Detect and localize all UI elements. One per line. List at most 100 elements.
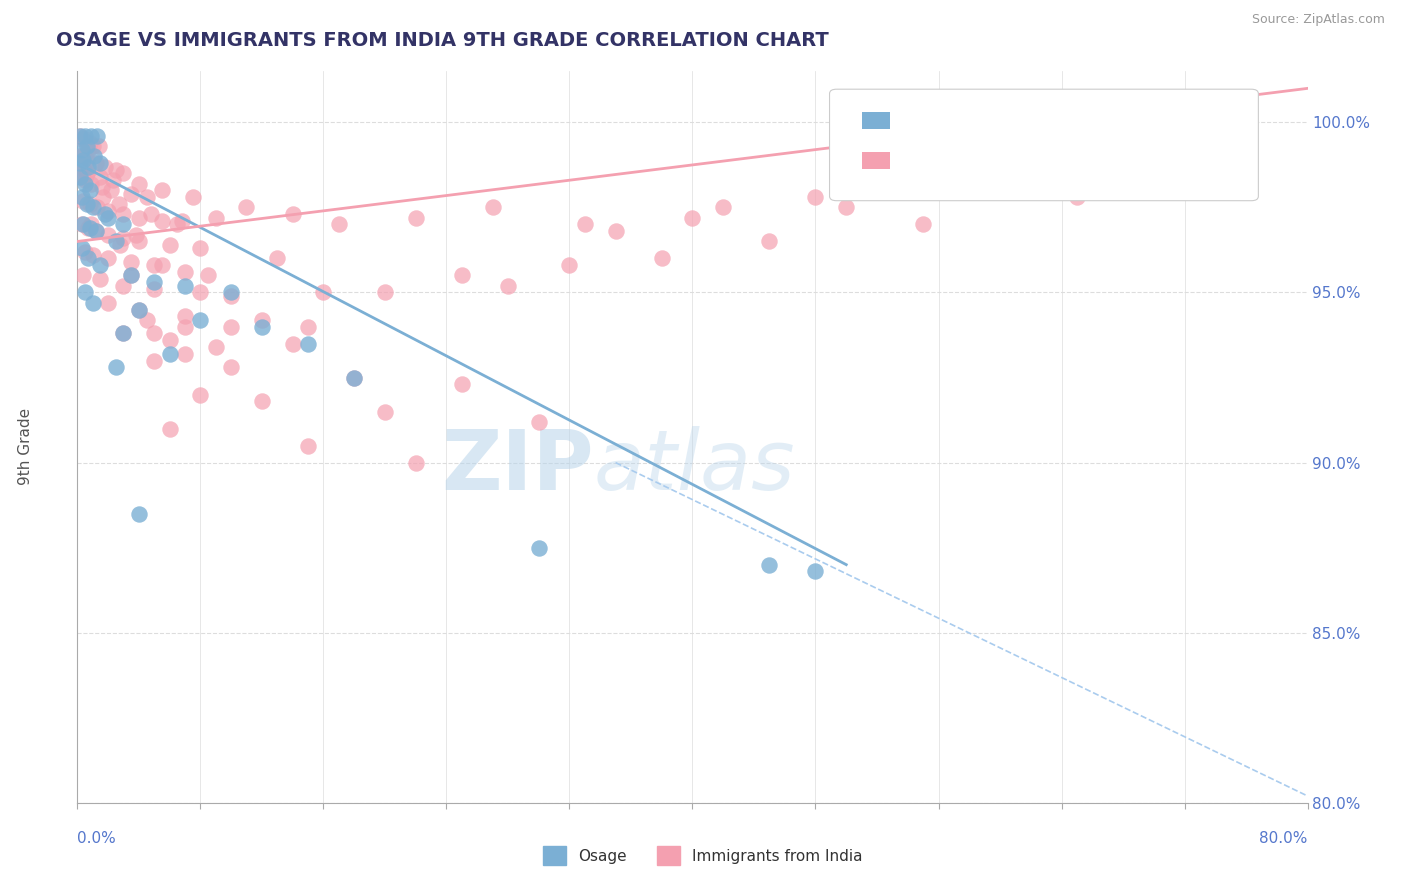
Point [112,326,135,341]
Point [250,394,273,409]
Point [141,207,163,221]
Point [76,197,98,211]
Point [94,207,117,221]
Point [204,340,226,354]
Point [711,201,734,215]
Point [70,160,93,174]
Point [150,258,173,272]
Point [77,220,100,235]
Point [219,360,242,375]
Point [170,214,193,228]
Point [682,211,704,225]
Point [120,255,142,269]
Point [188,285,212,300]
Point [159,347,181,361]
Point [104,163,127,178]
Point [70,190,93,204]
Legend: Osage, Immigrants from India: Osage, Immigrants from India [537,840,869,871]
Point [143,275,166,289]
Point [70,218,93,232]
Point [70,143,93,157]
Point [496,278,519,293]
Point [79,136,101,150]
Point [73,128,96,143]
Point [100,183,122,197]
Point [80,218,103,232]
Point [80,177,103,191]
Point [181,190,204,204]
Point [188,387,212,401]
Point [112,326,135,341]
Point [219,285,242,300]
Point [82,248,104,262]
Point [79,183,101,197]
Point [73,244,96,259]
Text: ZIP: ZIP [441,425,595,507]
Point [72,268,94,283]
Point [605,224,627,238]
Point [188,312,212,326]
Point [188,241,212,255]
Point [128,177,150,191]
Point [69,156,91,170]
Text: 0.0%: 0.0% [77,831,117,846]
Point [76,139,98,153]
Point [70,241,93,255]
Point [97,211,120,225]
Point [150,214,173,228]
Point [73,173,96,187]
Point [77,160,100,174]
Point [758,558,780,572]
Point [89,169,111,184]
Point [87,139,110,153]
Point [112,166,135,180]
Text: OSAGE VS IMMIGRANTS FROM INDIA 9TH GRADE CORRELATION CHART: OSAGE VS IMMIGRANTS FROM INDIA 9TH GRADE… [56,31,830,50]
Point [143,353,166,368]
Point [1143,166,1166,180]
Point [90,180,114,194]
Point [988,183,1011,197]
Point [86,128,108,143]
Point [1066,190,1088,204]
Point [143,326,166,341]
Point [69,149,91,163]
Text: 9th Grade: 9th Grade [18,408,32,484]
Point [70,169,93,184]
Point [125,227,148,242]
Point [128,507,150,521]
Point [219,289,242,303]
Text: 80.0%: 80.0% [1260,831,1308,846]
Point [204,211,226,225]
Point [174,265,197,279]
Point [84,156,107,170]
Point [174,310,197,324]
Point [120,268,142,283]
Text: atlas: atlas [595,425,796,507]
Point [450,268,472,283]
Point [297,319,319,334]
Point [89,272,111,286]
Text: R =: R = [904,153,938,168]
Point [73,285,96,300]
Point [128,235,150,249]
Point [651,252,673,266]
Point [527,541,550,555]
Point [250,312,273,326]
Point [82,139,104,153]
Point [101,173,124,187]
Point [159,421,181,435]
Point [112,218,135,232]
Point [150,183,173,197]
Point [76,166,98,180]
Point [84,224,107,238]
Point [197,268,219,283]
Point [297,439,319,453]
Point [86,201,108,215]
Point [120,186,142,201]
Point [527,415,550,429]
Point [343,370,366,384]
Point [83,149,105,163]
Text: 0.490: 0.490 [942,153,990,168]
Text: Source: ZipAtlas.com: Source: ZipAtlas.com [1251,13,1385,27]
Point [558,258,581,272]
